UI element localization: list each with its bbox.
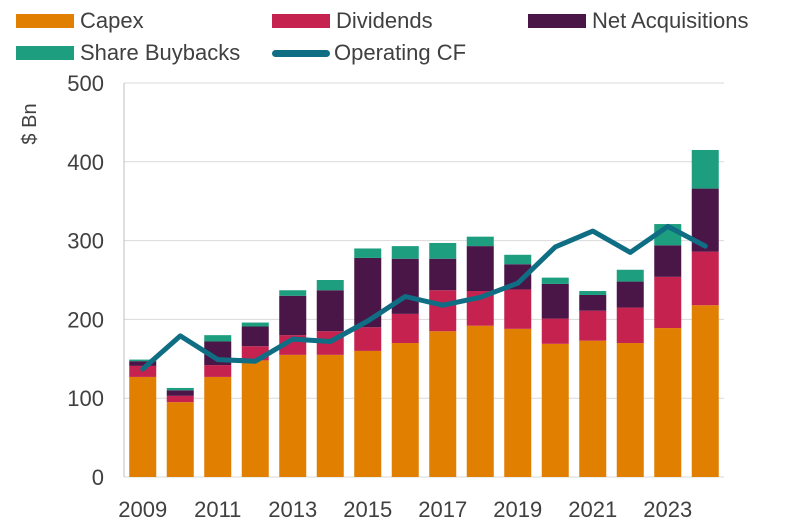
- bar-share-buybacks-2016: [391, 246, 419, 259]
- bar-net-acquisitions-2009: [129, 361, 157, 366]
- bar-share-buybacks-2011: [204, 335, 232, 342]
- y-tick-labels: 0 100 200 300 400 500: [67, 71, 104, 490]
- y-tick-label-300: 300: [67, 229, 104, 254]
- operating-cf-swatch: [272, 49, 330, 57]
- x-tick-label-2021: 2021: [568, 497, 617, 522]
- bar-net-acquisitions-2017: [429, 258, 457, 291]
- x-tick-label-2019: 2019: [493, 497, 542, 522]
- operating-cf-line: [140, 223, 708, 372]
- legend-item-share-buybacks: Share Buybacks: [16, 40, 240, 66]
- bar-dividends-2021: [579, 310, 607, 341]
- bar-dividends-2024: [691, 251, 719, 306]
- bar-share-buybacks-2022: [616, 269, 644, 282]
- bar-share-buybacks-2018: [466, 236, 494, 247]
- bar-capex-2020: [541, 343, 569, 477]
- x-tick-label-2017: 2017: [418, 497, 467, 522]
- y-axis-title: $ Bn: [19, 103, 41, 144]
- bar-share-buybacks-2021: [579, 291, 607, 295]
- x-tick-label-2011: 2011: [194, 497, 241, 522]
- bar-share-buybacks-2024: [691, 149, 719, 189]
- bar-capex-2011: [204, 376, 232, 477]
- net-acquisitions-swatch: [528, 14, 586, 28]
- x-tick-label-2009: 2009: [118, 497, 167, 522]
- bar-dividends-2019: [504, 289, 532, 329]
- bar-dividends-2022: [616, 307, 644, 344]
- legend: Capex Dividends Net Acquisitions Share B…: [0, 0, 786, 70]
- legend-item-capex: Capex: [16, 8, 144, 34]
- bar-dividends-2020: [541, 318, 569, 344]
- bar-capex-2018: [466, 325, 494, 477]
- y-tick-label-0: 0: [92, 465, 104, 490]
- bar-dividends-2023: [654, 276, 682, 329]
- bar-net-acquisitions-2014: [316, 290, 344, 332]
- bar-share-buybacks-2009: [129, 359, 157, 362]
- share-buybacks-swatch: [16, 46, 74, 60]
- bar-capex-2016: [391, 343, 419, 477]
- legend-label-net-acquisitions: Net Acquisitions: [592, 8, 749, 33]
- bar-capex-2009: [129, 376, 157, 477]
- legend-label-share-buybacks: Share Buybacks: [80, 40, 241, 65]
- bar-capex-2024: [691, 305, 719, 477]
- legend-item-net-acquisitions: Net Acquisitions: [528, 8, 749, 34]
- x-tick-label-2013: 2013: [268, 497, 317, 522]
- bar-capex-2013: [279, 354, 307, 477]
- y-tick-label-500: 500: [67, 71, 104, 96]
- x-tick-label-2023: 2023: [643, 497, 692, 522]
- legend-item-dividends: Dividends: [272, 8, 433, 34]
- bar-share-buybacks-2015: [354, 248, 382, 258]
- bar-net-acquisitions-2021: [579, 294, 607, 311]
- bar-net-acquisitions-2020: [541, 283, 569, 319]
- bar-capex-2014: [316, 354, 344, 477]
- bar-share-buybacks-2019: [504, 254, 532, 265]
- legend-label-dividends: Dividends: [336, 8, 433, 33]
- bar-dividends-2010: [166, 395, 194, 403]
- bar-capex-2017: [429, 331, 457, 477]
- bar-net-acquisitions-2018: [466, 246, 494, 292]
- legend-item-operating-cf: Operating CF: [272, 40, 466, 66]
- bar-capex-2010: [166, 402, 194, 477]
- legend-label-operating-cf: Operating CF: [334, 40, 467, 65]
- x-tick-label-2015: 2015: [343, 497, 392, 522]
- bar-net-acquisitions-2012: [241, 326, 269, 347]
- bar-net-acquisitions-2023: [654, 245, 682, 277]
- bar-net-acquisitions-2022: [616, 281, 644, 308]
- bar-dividends-2015: [354, 327, 382, 351]
- bar-share-buybacks-2013: [279, 290, 307, 296]
- bar-capex-2022: [616, 343, 644, 477]
- bar-capex-2012: [241, 360, 269, 477]
- x-tick-labels: 2009 2011 2013 2015 2017 2019 2021 2023: [118, 497, 692, 522]
- y-tick-label-200: 200: [67, 307, 104, 332]
- capex-swatch: [16, 14, 74, 28]
- bar-net-acquisitions-2013: [279, 295, 307, 336]
- bar-share-buybacks-2012: [241, 322, 269, 327]
- y-tick-label-100: 100: [67, 386, 104, 411]
- bar-capex-2015: [354, 350, 382, 477]
- bar-dividends-2017: [429, 290, 457, 332]
- bar-net-acquisitions-2010: [166, 390, 194, 396]
- bar-share-buybacks-2010: [166, 387, 194, 391]
- bar-share-buybacks-2020: [541, 277, 569, 284]
- bar-capex-2021: [579, 340, 607, 477]
- bar-dividends-2011: [204, 365, 232, 377]
- legend-label-capex: Capex: [80, 8, 144, 33]
- bar-capex-2019: [504, 328, 532, 477]
- bar-capex-2023: [654, 328, 682, 477]
- bar-share-buybacks-2017: [429, 242, 457, 259]
- dividends-swatch: [272, 14, 330, 28]
- y-tick-label-400: 400: [67, 150, 104, 175]
- bar-share-buybacks-2014: [316, 280, 344, 291]
- bar-dividends-2016: [391, 313, 419, 344]
- bars: [129, 149, 719, 477]
